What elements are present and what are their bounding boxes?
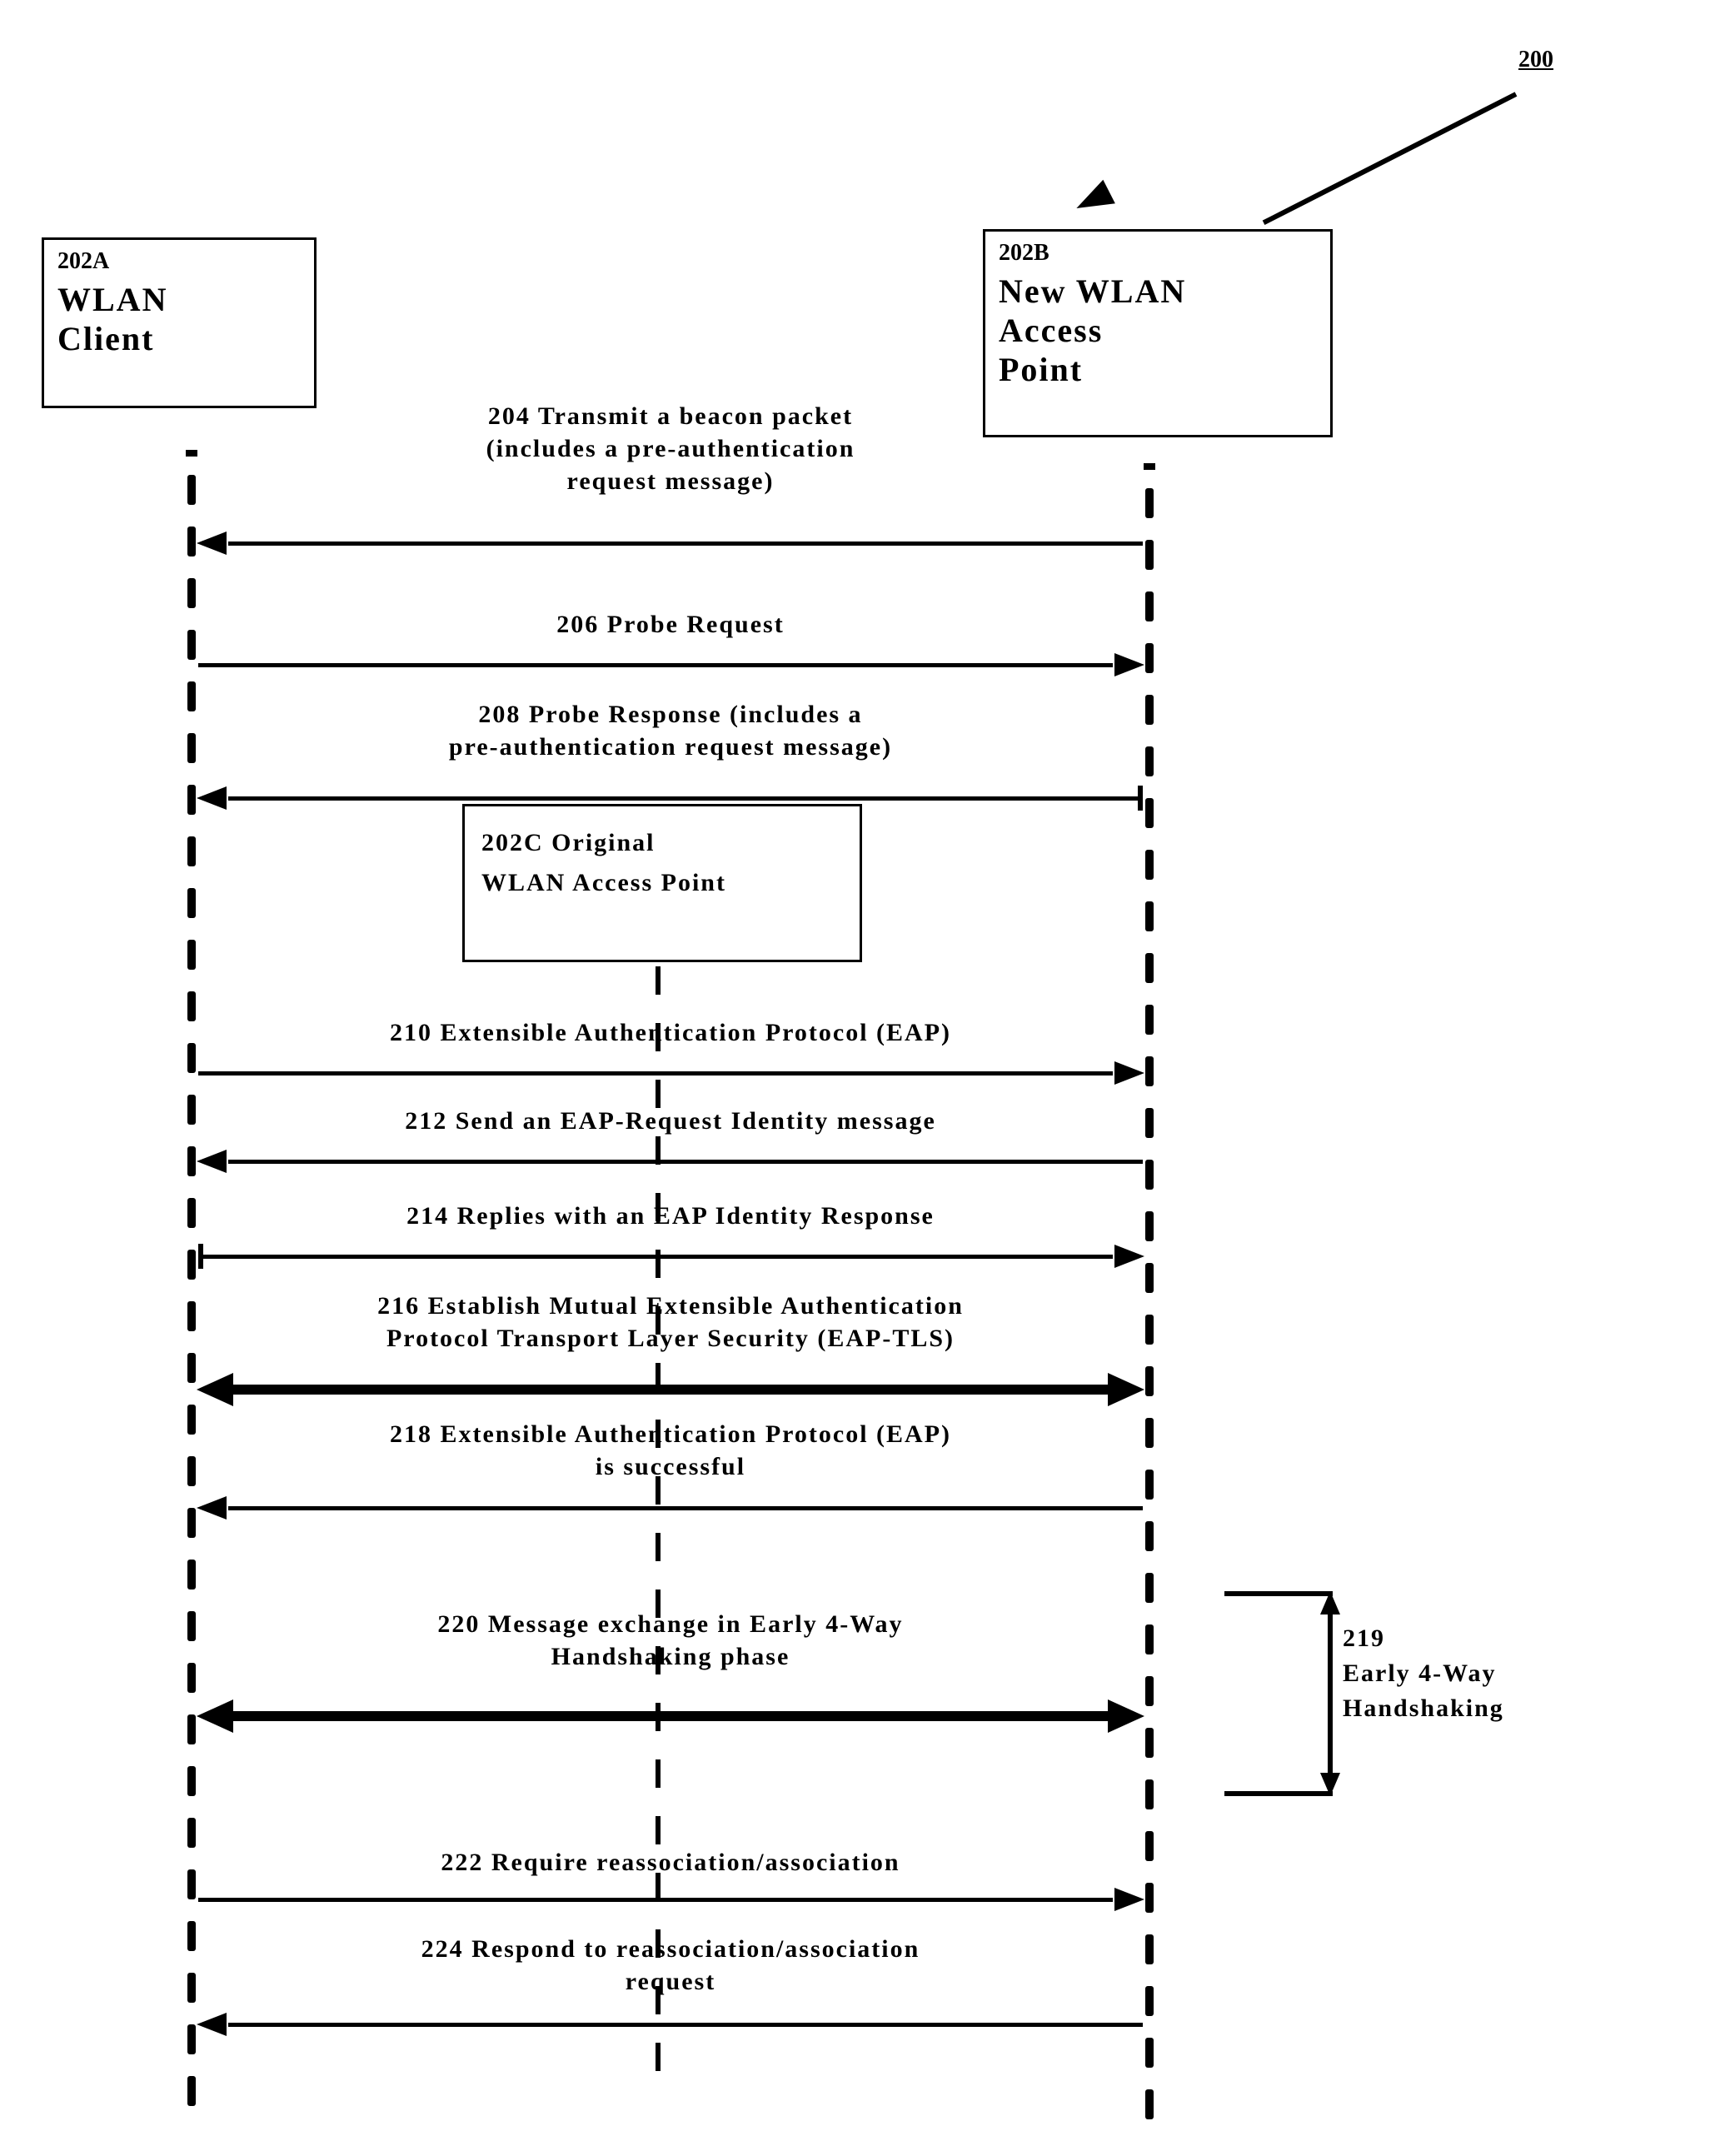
message-label: 218 Extensible Authentication Protocol (… <box>198 1418 1143 1483</box>
message-label: 216 Establish Mutual Extensible Authenti… <box>198 1290 1143 1355</box>
message-label: 222 Require reassociation/association <box>198 1846 1143 1879</box>
actor-right-title: New WLAN Access Point <box>999 272 1317 389</box>
actor-mid-title: 202C Original WLAN Access Point <box>481 823 843 903</box>
figure-ref-arrow-line <box>1263 92 1518 225</box>
message-label: 224 Respond to reassociation/association… <box>198 1933 1143 1998</box>
message-label: 208 Probe Response (includes a pre-authe… <box>198 698 1143 763</box>
message-label: 204 Transmit a beacon packet (includes a… <box>198 400 1143 497</box>
message-label: 220 Message exchange in Early 4-Way Hand… <box>198 1608 1143 1673</box>
actor-left-title: WLAN Client <box>57 280 301 358</box>
figure-ref-arrow-head <box>1070 180 1115 220</box>
message-label: 214 Replies with an EAP Identity Respons… <box>198 1200 1143 1232</box>
figure-ref: 200 <box>1518 47 1553 73</box>
bracket-label: 219 Early 4-Way Handshaking <box>1343 1621 1643 1726</box>
actor-right-ref: 202B <box>999 240 1317 267</box>
message-label: 212 Send an EAP-Request Identity message <box>198 1105 1143 1137</box>
actor-left-ref: 202A <box>57 248 301 275</box>
actor-wlan-client: 202A WLAN Client <box>42 237 317 408</box>
actor-original-wlan-ap: 202C Original WLAN Access Point <box>462 804 862 962</box>
message-label: 206 Probe Request <box>198 608 1143 641</box>
message-label: 210 Extensible Authentication Protocol (… <box>198 1016 1143 1049</box>
